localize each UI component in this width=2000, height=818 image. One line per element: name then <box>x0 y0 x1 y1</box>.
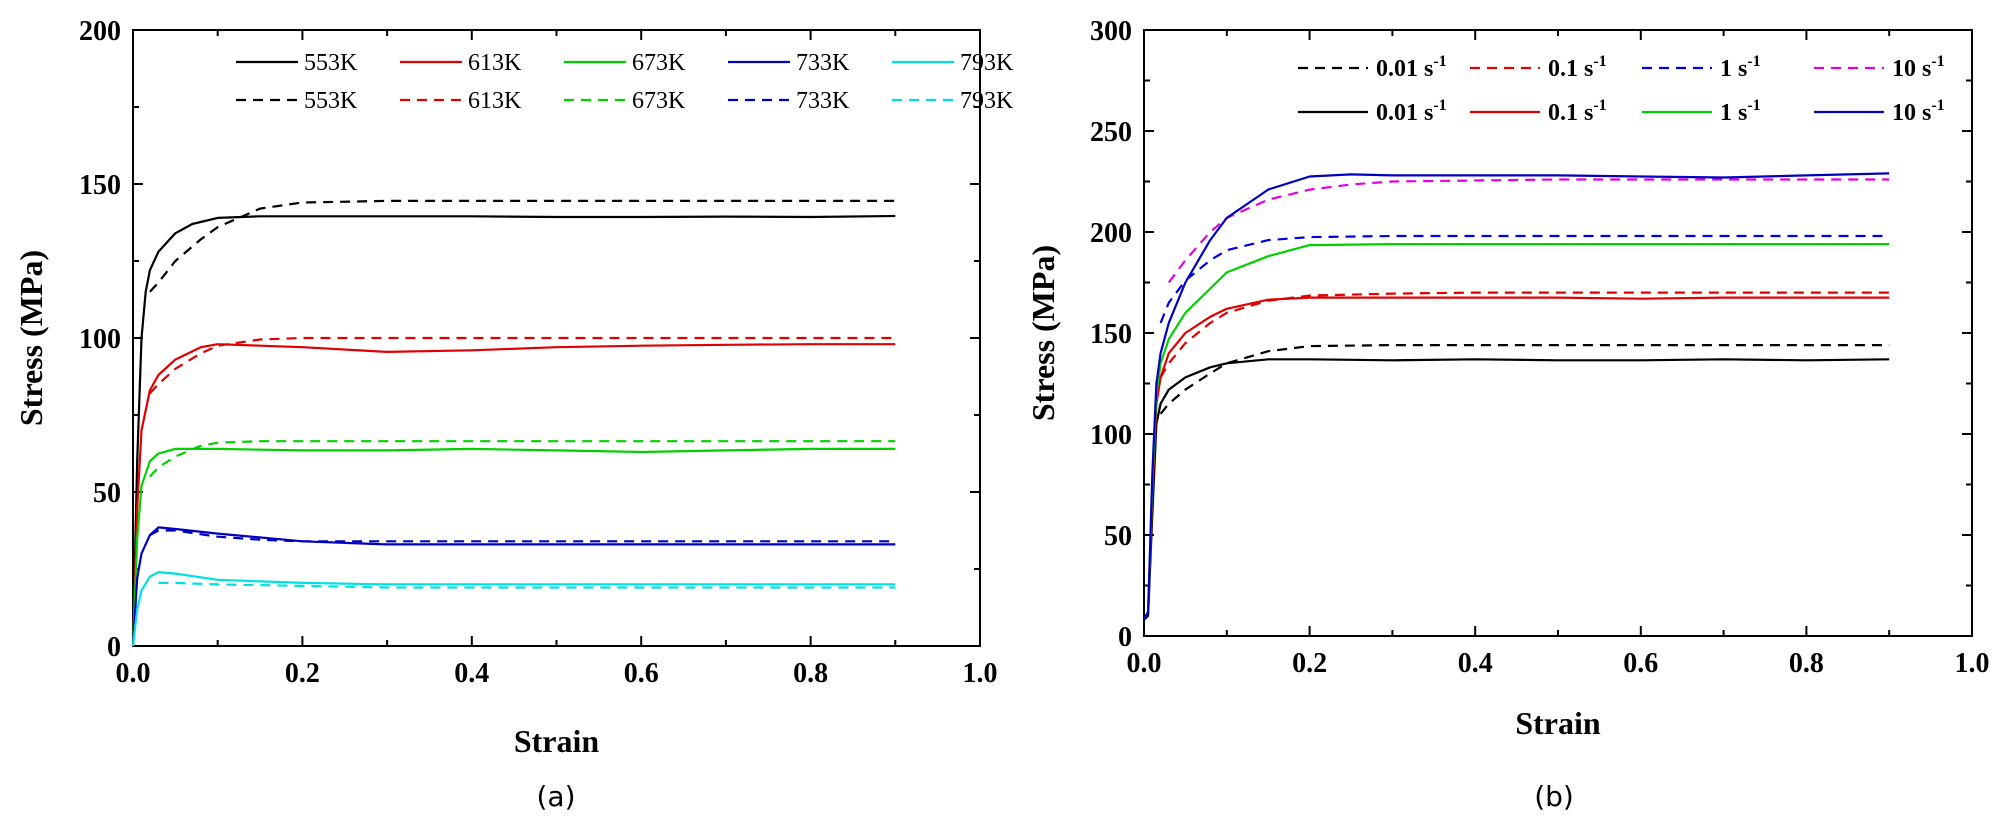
y-tick-label: 0 <box>1118 622 1132 653</box>
series-line-solid-10 <box>1143 172 1890 621</box>
legend-label: 793K <box>960 50 1014 76</box>
y-tick-label: 0 <box>107 632 121 663</box>
legend: 553K 613K 673K 733K 793K 553K 613K 673K 733K 793K <box>236 50 1014 114</box>
legend-exponent: -1 <box>1747 53 1760 70</box>
legend-unit: s <box>1418 100 1433 126</box>
y-axis-title: Stress (MPa) <box>1025 245 1061 421</box>
x-axis-title: Strain <box>514 723 600 759</box>
y-tick-label: 100 <box>79 324 121 355</box>
series-line-solid-553K <box>131 214 896 647</box>
x-tick-label: 0.6 <box>624 658 659 689</box>
legend-label: 0.01 s-1 <box>1376 53 1447 82</box>
series-line-solid-673K <box>131 447 896 647</box>
legend-label: 0.1 s-1 <box>1548 53 1607 82</box>
y-tick-label: 200 <box>79 16 121 47</box>
legend-unit: s <box>1578 56 1593 82</box>
series-line-dashed-10 <box>1167 178 1890 284</box>
series-line-dashed-673K <box>149 440 896 478</box>
panel-caption: (b) <box>1534 780 1574 813</box>
y-axis-title: Stress (MPa) <box>13 250 49 426</box>
panel-caption: (a) <box>536 780 575 813</box>
legend-label: 0.1 s-1 <box>1548 97 1607 126</box>
legend-exponent: -1 <box>1593 53 1606 70</box>
chart-panel-b: 0.0 0.2 0.4 0.6 0.8 1.0 0 50 100 150 200 250 300 Stra… <box>1025 16 1990 813</box>
x-tick-label: 0.8 <box>793 658 828 689</box>
series-line-dashed-733K <box>149 529 896 543</box>
x-tick-label: 0.2 <box>1292 648 1327 679</box>
legend-label: 10 s-1 <box>1892 97 1945 126</box>
legend-label: 733K <box>796 88 850 114</box>
x-tick-label: 1.0 <box>1955 648 1990 679</box>
legend-unit: s <box>1578 100 1593 126</box>
y-tick-label: 150 <box>1090 319 1132 350</box>
series-line-solid-0_01 <box>1143 358 1890 621</box>
legend-exponent: -1 <box>1931 97 1944 114</box>
y-tick-label: 300 <box>1090 16 1132 47</box>
y-tick-label: 100 <box>1090 420 1132 451</box>
x-tick-label: 0.0 <box>1127 648 1162 679</box>
chart-panel-a: 0.0 0.2 0.4 0.6 0.8 1.0 0 50 100 150 200 Strain Stre… <box>13 16 1014 813</box>
legend-unit: s <box>1916 100 1931 126</box>
y-tick-label: 200 <box>1090 218 1132 249</box>
x-tick-label: 0.8 <box>1789 648 1824 679</box>
x-tick-label: 0.0 <box>116 658 151 689</box>
series-line-solid-613K <box>131 343 896 647</box>
series-line-dashed-793K <box>158 581 896 589</box>
x-axis-title: Strain <box>1515 705 1601 741</box>
legend: 0.01 s-1 0.1 s-1 1 s-1 10 s-1 0.01 s-1 0.1 s-… <box>1298 53 1945 126</box>
series-line-solid-793K <box>131 570 896 647</box>
legend-unit: s <box>1916 56 1931 82</box>
x-tick-label: 0.6 <box>1623 648 1658 679</box>
y-tick-label: 50 <box>93 478 121 509</box>
series-line-dashed-553K <box>149 199 896 293</box>
legend-label: 733K <box>796 50 850 76</box>
x-tick-label: 0.2 <box>285 658 320 689</box>
legend-label: 613K <box>468 88 522 114</box>
series-line-dashed-613K <box>149 336 896 395</box>
legend-exponent: -1 <box>1931 53 1944 70</box>
y-tick-label: 150 <box>79 170 121 201</box>
series-line-solid-1 <box>1143 243 1890 621</box>
legend-label: 553K <box>304 50 358 76</box>
legend-label: 553K <box>304 88 358 114</box>
legend-exponent: -1 <box>1747 97 1760 114</box>
legend-exponent: -1 <box>1433 53 1446 70</box>
legend-unit: s <box>1732 100 1747 126</box>
legend-unit: s <box>1418 56 1433 82</box>
series-line-solid-733K <box>131 526 896 647</box>
legend-label: 10 s-1 <box>1892 53 1945 82</box>
y-tick-label: 250 <box>1090 117 1132 148</box>
series-line-dashed-0_1 <box>1159 291 1890 378</box>
legend-exponent: -1 <box>1593 97 1606 114</box>
series-line-dashed-0_01 <box>1159 344 1890 415</box>
legend-exponent: -1 <box>1433 97 1446 114</box>
legend-label: 613K <box>468 50 522 76</box>
legend-label: 673K <box>632 50 686 76</box>
legend-label: 0.01 s-1 <box>1376 97 1447 126</box>
legend-label: 793K <box>960 88 1014 114</box>
x-tick-label: 1.0 <box>963 658 998 689</box>
series-line-dashed-1 <box>1159 234 1890 324</box>
legend-label: 1 s-1 <box>1720 97 1761 126</box>
y-tick-label: 50 <box>1104 521 1132 552</box>
x-tick-label: 0.4 <box>454 658 489 689</box>
legend-label: 673K <box>632 88 686 114</box>
legend-label: 1 s-1 <box>1720 53 1761 82</box>
legend-unit: s <box>1732 56 1747 82</box>
x-tick-label: 0.4 <box>1458 648 1493 679</box>
